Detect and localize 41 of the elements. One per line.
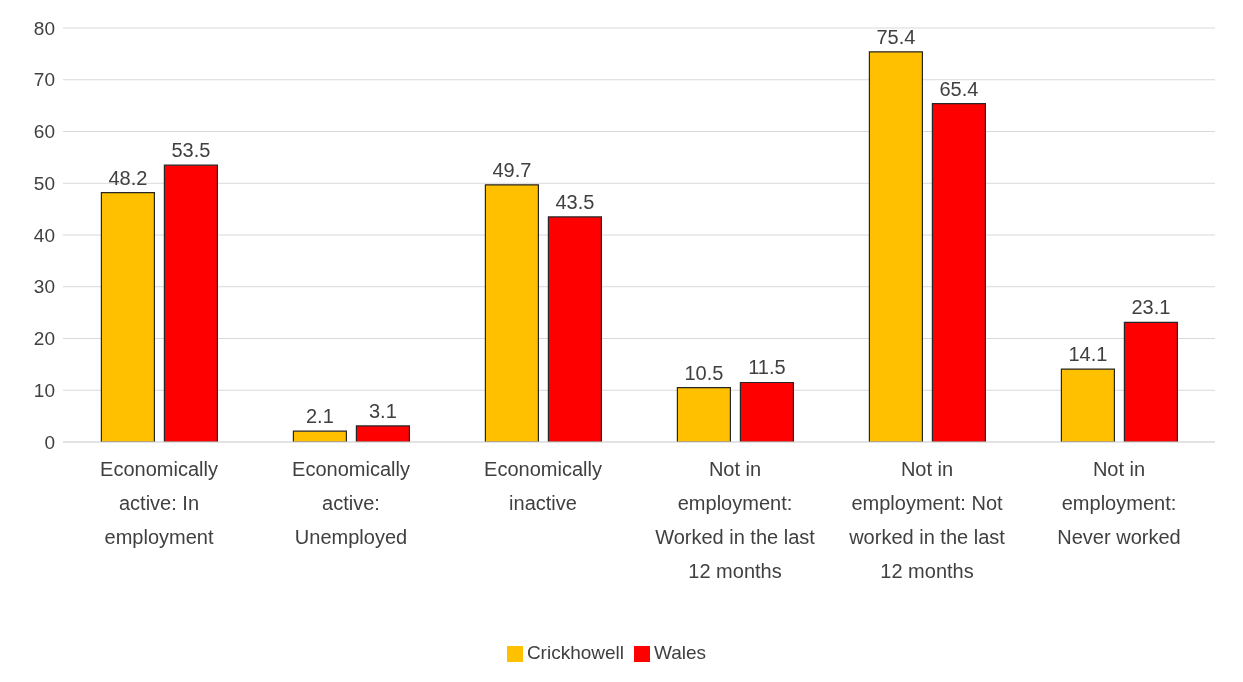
- data-label: 75.4: [876, 25, 916, 48]
- bar: [292, 430, 347, 442]
- bar: [547, 216, 602, 442]
- x-tick-label: Economically active: Unemployed: [292, 458, 410, 548]
- x-tick-label: Not in employment: Not worked in the last 12 months: [848, 458, 1006, 582]
- y-tick-label: 10: [33, 379, 55, 401]
- bar: [163, 164, 218, 442]
- data-label: 23.1: [1131, 296, 1171, 319]
- bar: [100, 191, 155, 442]
- data-label: 49.7: [492, 158, 532, 181]
- y-tick-label: 20: [33, 328, 55, 350]
- legend-label: Wales: [654, 642, 707, 663]
- y-tick-label: 0: [44, 431, 55, 453]
- data-label: 2.1: [305, 405, 334, 428]
- bar: [739, 381, 794, 442]
- bar: [868, 51, 923, 442]
- data-label: 53.5: [171, 139, 211, 162]
- bar: [931, 102, 986, 442]
- data-label: 65.4: [939, 77, 979, 100]
- data-label: 11.5: [748, 356, 786, 379]
- y-tick-label: 70: [33, 69, 55, 91]
- x-tick-label: Not in employment: Never worked: [1057, 458, 1181, 548]
- data-label: 10.5: [684, 361, 724, 384]
- bar: [1060, 368, 1115, 442]
- bar: [484, 184, 539, 442]
- data-label: 48.2: [108, 166, 148, 189]
- y-tick-label: 80: [33, 17, 55, 39]
- y-tick-label: 40: [33, 224, 55, 246]
- legend-label: Crickhowell: [526, 642, 625, 663]
- data-label: 14.1: [1068, 343, 1108, 366]
- y-tick-label: 60: [33, 121, 55, 143]
- y-tick-label: 30: [33, 276, 55, 298]
- y-tick-label: 50: [33, 172, 55, 194]
- bar: [355, 425, 410, 442]
- bar: [676, 387, 731, 442]
- data-label: 3.1: [368, 399, 397, 422]
- x-tick-label: Not in employment: Worked in the last 12 months: [655, 458, 816, 582]
- data-label: 43.5: [555, 190, 595, 213]
- x-tick-label: Economically inactive: [484, 458, 602, 514]
- bar: [1123, 321, 1178, 442]
- x-tick-label: Economically active: In employment: [100, 458, 218, 548]
